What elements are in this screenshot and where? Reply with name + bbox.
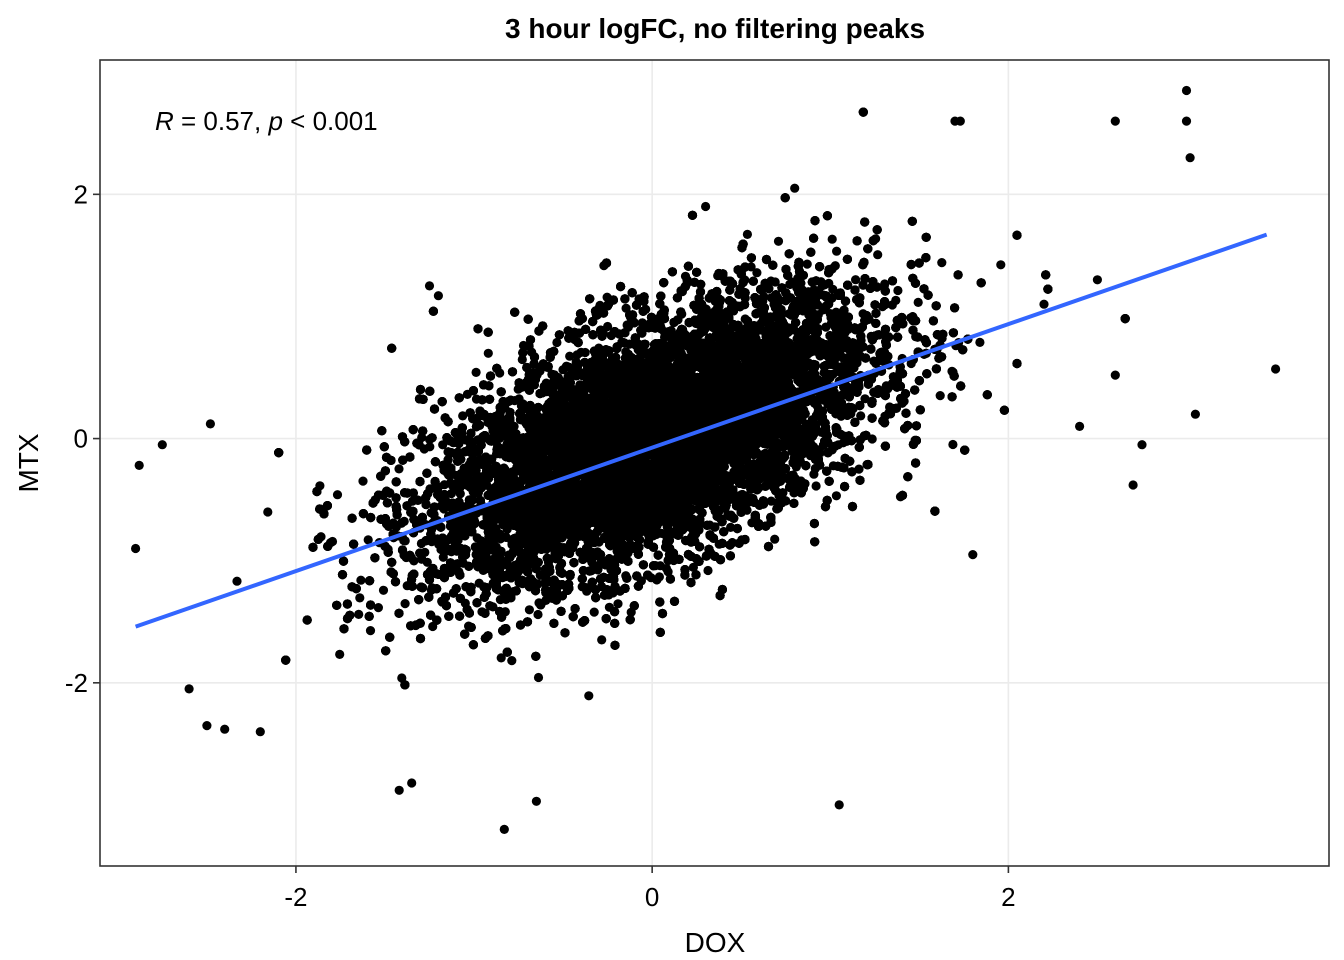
data-point [355, 593, 365, 603]
data-point [358, 476, 368, 486]
data-point [425, 442, 435, 452]
data-point [483, 348, 493, 358]
data-points [131, 85, 1281, 835]
data-point [597, 635, 607, 645]
data-point [471, 367, 481, 377]
data-point [332, 490, 343, 500]
data-point [232, 576, 242, 586]
data-point [373, 603, 383, 613]
data-point [831, 491, 842, 501]
data-point [577, 582, 587, 592]
data-point [565, 351, 575, 361]
data-point [356, 575, 366, 585]
data-point [524, 605, 535, 615]
data-point [891, 295, 901, 305]
data-point [603, 321, 613, 332]
data-point [811, 481, 821, 491]
data-point [496, 653, 506, 663]
data-point [552, 337, 562, 348]
data-point [517, 354, 527, 365]
data-point [533, 609, 543, 620]
data-point [809, 469, 819, 479]
data-point [533, 672, 544, 683]
data-point [397, 673, 407, 683]
data-point [851, 275, 861, 285]
data-point [742, 229, 753, 239]
data-point [661, 563, 672, 574]
data-point [438, 552, 448, 562]
data-point [572, 350, 582, 360]
data-point [913, 297, 923, 307]
chart-title: 3 hour logFC, no filtering peaks [505, 13, 925, 44]
data-point [975, 337, 985, 347]
data-point [580, 347, 590, 358]
data-point [335, 649, 345, 660]
data-point [935, 391, 945, 401]
data-point [752, 268, 762, 278]
data-point [893, 285, 903, 296]
data-point [703, 565, 713, 576]
data-point [589, 607, 599, 617]
data-point [365, 626, 376, 636]
data-point [378, 585, 389, 595]
data-point [773, 236, 784, 246]
data-point [263, 507, 273, 517]
data-point [856, 411, 866, 421]
data-point [394, 464, 404, 474]
data-point [802, 259, 812, 269]
data-point [400, 599, 410, 609]
data-point [860, 394, 870, 404]
data-point [613, 599, 623, 609]
data-point [458, 411, 468, 421]
data-point [584, 691, 594, 701]
data-point [827, 234, 837, 244]
data-point [438, 440, 448, 450]
data-point [937, 258, 947, 268]
data-point [832, 246, 842, 256]
data-point [948, 439, 958, 450]
data-point [996, 260, 1006, 270]
data-point [873, 250, 883, 260]
data-point [507, 656, 517, 666]
data-point [354, 609, 364, 620]
data-point [770, 534, 780, 544]
